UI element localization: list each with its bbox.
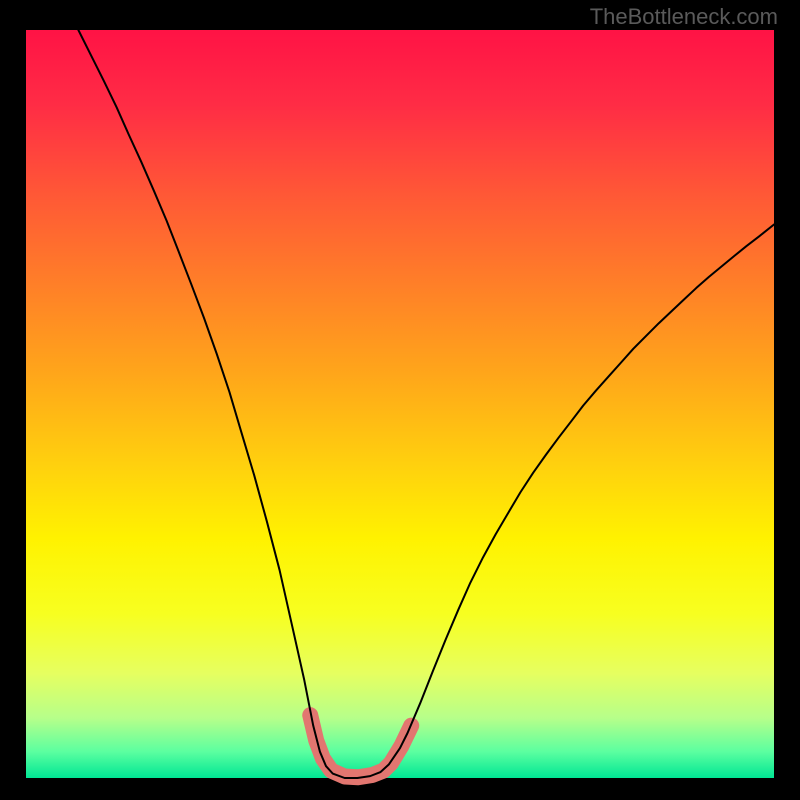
watermark-text: TheBottleneck.com: [590, 4, 778, 30]
gradient-background: [26, 30, 774, 778]
chart-stage: TheBottleneck.com: [0, 0, 800, 800]
chart-svg: [0, 0, 800, 800]
